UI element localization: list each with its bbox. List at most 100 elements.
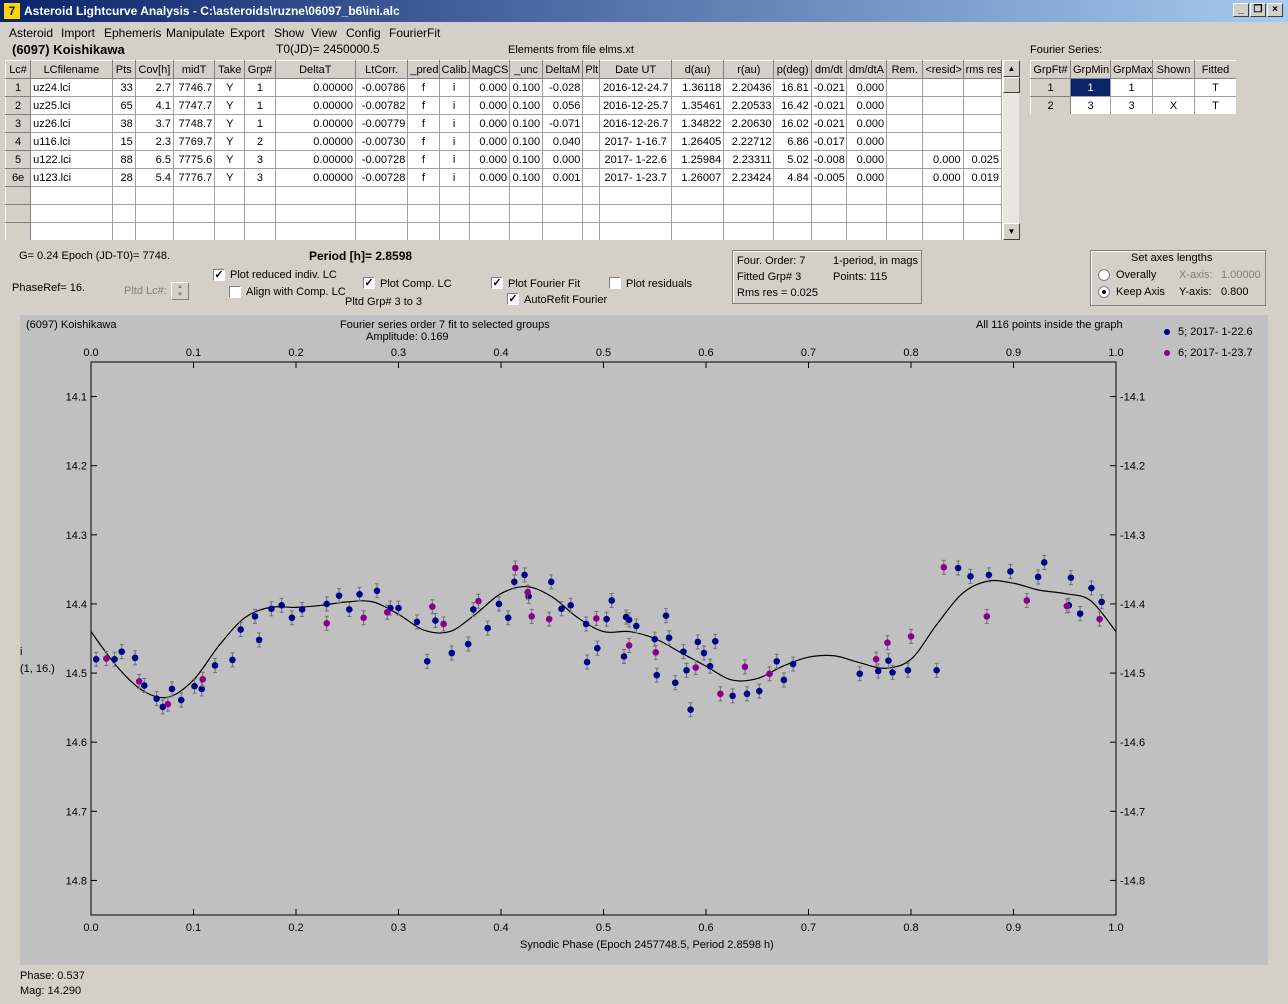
table-cell[interactable]: 0.000 xyxy=(845,96,888,115)
table-cell[interactable] xyxy=(30,204,113,223)
plot-reduced-checkbox[interactable]: ✓ xyxy=(213,269,225,281)
table-cell[interactable]: 0.00000 xyxy=(274,78,357,97)
row-header[interactable]: 2 xyxy=(5,96,32,115)
table-cell[interactable]: 0.100 xyxy=(508,78,544,97)
table-cell[interactable] xyxy=(582,168,601,187)
autorefit-checkbox[interactable]: ✓ xyxy=(507,293,519,305)
table-cell[interactable] xyxy=(468,186,510,205)
table-cell[interactable]: 0.056 xyxy=(542,96,584,115)
fourier-cell[interactable]: 3 xyxy=(1110,96,1153,114)
table-cell[interactable] xyxy=(134,204,174,223)
table-cell[interactable] xyxy=(407,186,440,205)
table-cell[interactable] xyxy=(134,186,174,205)
table-cell[interactable]: 0.000 xyxy=(845,132,888,151)
table-cell[interactable]: 0.000 xyxy=(845,150,888,169)
close-icon[interactable]: × xyxy=(1267,3,1283,17)
table-row[interactable] xyxy=(5,186,1002,205)
table-cell[interactable]: 7776.7 xyxy=(172,168,216,187)
table-cell[interactable] xyxy=(468,204,510,223)
menu-import[interactable]: Import xyxy=(61,26,96,40)
scroll-down-icon[interactable]: ▼ xyxy=(1003,223,1020,240)
y-axis-value[interactable]: 0.800 xyxy=(1221,286,1249,298)
table-cell[interactable]: 16.02 xyxy=(773,114,812,133)
fourier-column-header[interactable]: Fitted xyxy=(1194,60,1236,79)
table-cell[interactable]: f xyxy=(407,114,440,133)
fourier-row-header[interactable]: 2 xyxy=(1030,96,1071,114)
table-row[interactable] xyxy=(5,204,1002,223)
x-axis-value[interactable]: 1.00000 xyxy=(1221,269,1261,281)
column-header[interactable]: LCfilename xyxy=(30,60,113,79)
column-header[interactable]: DeltaT xyxy=(274,60,357,79)
table-cell[interactable]: 5.02 xyxy=(773,150,812,169)
table-cell[interactable]: 2.7 xyxy=(134,78,174,97)
table-cell[interactable] xyxy=(214,204,246,223)
table-cell[interactable]: 0.019 xyxy=(962,168,1002,187)
table-cell[interactable]: 0.100 xyxy=(508,132,544,151)
table-row[interactable]: 5 u122.lci 88 6.5 7775.6 Y 3 0.00000 -0.00728 f i 0… xyxy=(5,150,1002,169)
table-cell[interactable]: uz25.lci xyxy=(30,96,113,115)
table-cell[interactable]: 0.000 xyxy=(542,150,584,169)
table-cell[interactable]: uz24.lci xyxy=(30,78,113,97)
table-cell[interactable] xyxy=(723,186,775,205)
fourier-cell[interactable]: 3 xyxy=(1070,96,1111,114)
table-cell[interactable]: 1.25984 xyxy=(670,150,725,169)
table-cell[interactable]: 15 xyxy=(111,132,136,151)
table-cell[interactable]: 0.100 xyxy=(508,168,544,187)
table-cell[interactable]: 0.00000 xyxy=(274,168,357,187)
table-cell[interactable] xyxy=(886,96,924,115)
table-cell[interactable] xyxy=(111,186,136,205)
table-cell[interactable]: 0.040 xyxy=(542,132,584,151)
table-cell[interactable] xyxy=(582,186,601,205)
table-cell[interactable]: 2017- 1-22.6 xyxy=(599,150,672,169)
table-cell[interactable] xyxy=(244,186,276,205)
row-header[interactable]: 6e xyxy=(5,168,32,187)
table-cell[interactable]: -0.00728 xyxy=(355,168,409,187)
table-cell[interactable]: i xyxy=(438,78,470,97)
table-cell[interactable]: 16.81 xyxy=(773,78,812,97)
table-cell[interactable] xyxy=(810,222,847,240)
table-cell[interactable]: f xyxy=(407,168,440,187)
column-header[interactable]: Plt xyxy=(582,60,601,79)
table-cell[interactable] xyxy=(962,114,1002,133)
table-cell[interactable]: 88 xyxy=(111,150,136,169)
overally-radio[interactable] xyxy=(1098,269,1110,281)
row-header[interactable] xyxy=(5,204,32,223)
table-cell[interactable] xyxy=(214,186,246,205)
column-header[interactable]: MagCS xyxy=(468,60,510,79)
table-cell[interactable]: -0.00786 xyxy=(355,78,409,97)
table-cell[interactable] xyxy=(962,78,1002,97)
table-cell[interactable]: 0.000 xyxy=(468,150,510,169)
column-header[interactable]: Calib. xyxy=(438,60,470,79)
fourier-cell[interactable] xyxy=(1152,78,1195,97)
table-cell[interactable] xyxy=(886,78,924,97)
column-header[interactable]: Lc# xyxy=(5,60,32,79)
menu-view[interactable]: View xyxy=(311,26,337,40)
table-cell[interactable]: 1 xyxy=(244,96,276,115)
minimize-icon[interactable]: _ xyxy=(1233,3,1249,17)
table-row[interactable]: 2 uz25.lci 65 4.1 7747.7 Y 1 0.00000 -0.00782 f i 0… xyxy=(5,96,1002,115)
table-cell[interactable] xyxy=(922,96,964,115)
table-cell[interactable] xyxy=(582,96,601,115)
menu-show[interactable]: Show xyxy=(274,26,305,40)
table-cell[interactable] xyxy=(244,222,276,240)
menu-export[interactable]: Export xyxy=(230,26,265,40)
row-header[interactable]: 4 xyxy=(5,132,32,151)
table-cell[interactable]: Y xyxy=(214,150,246,169)
table-cell[interactable]: 2.20533 xyxy=(723,96,775,115)
table-cell[interactable] xyxy=(773,186,812,205)
table-cell[interactable]: 2.3 xyxy=(134,132,174,151)
table-cell[interactable] xyxy=(438,204,470,223)
table-cell[interactable]: 0.000 xyxy=(845,78,888,97)
table-cell[interactable] xyxy=(582,78,601,97)
table-cell[interactable]: 0.000 xyxy=(922,168,964,187)
table-cell[interactable]: 1 xyxy=(244,114,276,133)
table-cell[interactable]: f xyxy=(407,78,440,97)
table-cell[interactable]: f xyxy=(407,132,440,151)
table-cell[interactable]: -0.021 xyxy=(810,114,847,133)
table-cell[interactable]: 7748.7 xyxy=(172,114,216,133)
table-cell[interactable]: 0.100 xyxy=(508,150,544,169)
fourier-column-header[interactable]: Shown xyxy=(1152,60,1195,79)
table-row[interactable]: 4 u116.lci 15 2.3 7769.7 Y 2 0.00000 -0.00730 f i 0… xyxy=(5,132,1002,151)
table-cell[interactable]: 1.36118 xyxy=(670,78,725,97)
